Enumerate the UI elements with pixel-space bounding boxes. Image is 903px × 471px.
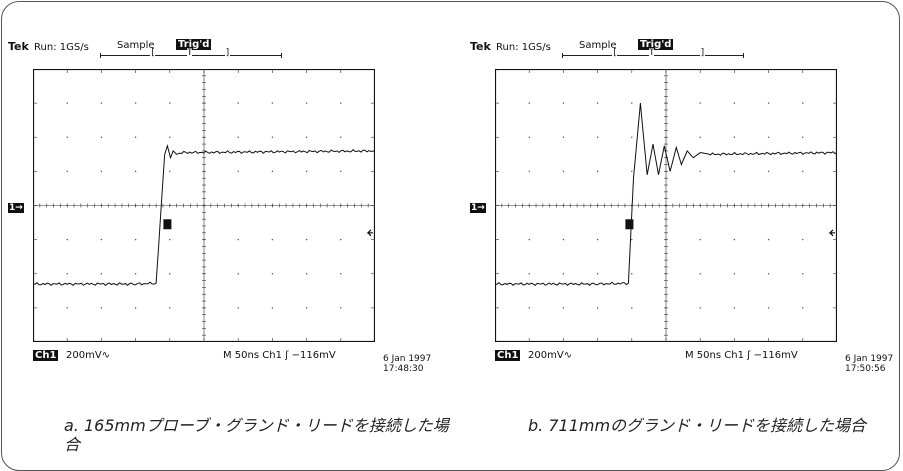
trace-series-0 [495, 103, 837, 286]
scope-screen [33, 69, 375, 342]
capture-date: 6 Jan 1997 [845, 354, 894, 364]
acq-mode-label: Sample [117, 40, 155, 51]
timebase-readout: M 50ns Ch1 ʃ −116mV [223, 350, 336, 361]
oscilloscope-panel-b: Tek Run: 1GS/s Sample Trig'd [ T ] 1→ Ch… [470, 39, 903, 385]
capture-date: 6 Jan 1997 [383, 354, 432, 364]
run-label: Run: 1GS/s [496, 42, 551, 53]
trigger-level-arrow [828, 229, 835, 237]
trig-status-badge: Trig'd [638, 39, 674, 50]
acq-mode-label: Sample [579, 40, 617, 51]
timebase-readout: M 50ns Ch1 ʃ −116mV [685, 350, 798, 361]
brand-label: Tek [8, 40, 29, 53]
trace-series-0 [33, 143, 375, 286]
scope-header: Tek Run: 1GS/s Sample Trig'd [8, 39, 212, 53]
oscilloscope-panel-a: Tek Run: 1GS/s Sample Trig'd [ T ] 1→ Ch… [8, 39, 448, 385]
run-label: Run: 1GS/s [34, 42, 89, 53]
scope-screen [495, 69, 837, 342]
trigger-point-marker [163, 219, 172, 230]
trigger-point-marker [625, 219, 634, 230]
ground-level-marker: 1→ [470, 203, 486, 213]
ground-level-marker: 1→ [8, 203, 24, 213]
caption-b: b. 711mmのグランド・リードを接続した場合 [528, 416, 867, 435]
channel-badge: Ch1 [495, 350, 521, 361]
trigger-position-marker: T [649, 48, 655, 58]
trigger-position-bar: [ T ] [562, 48, 744, 59]
volts-per-div: 200mV∿ [66, 350, 111, 361]
trig-status-badge: Trig'd [176, 39, 212, 50]
trigger-position-bar: [ T ] [100, 48, 282, 59]
capture-time: 17:50:56 [845, 364, 886, 374]
graticule-grid [66, 102, 342, 309]
channel-badge: Ch1 [33, 350, 59, 361]
brand-label: Tek [470, 40, 491, 53]
trigger-position-marker: T [187, 48, 193, 58]
capture-time: 17:48:30 [383, 364, 424, 374]
caption-a: a. 165mmプローブ・グランド・リードを接続した場合 [64, 416, 449, 454]
scope-header: Tek Run: 1GS/s Sample Trig'd [470, 39, 674, 53]
trigger-level-arrow [366, 229, 373, 237]
volts-per-div: 200mV∿ [528, 350, 573, 361]
